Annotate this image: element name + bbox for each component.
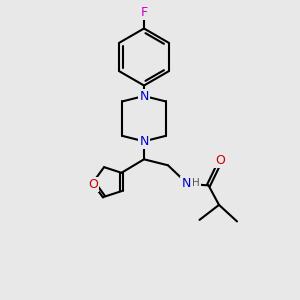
Text: O: O bbox=[215, 154, 225, 167]
Text: H: H bbox=[192, 178, 200, 188]
Text: N: N bbox=[139, 135, 149, 148]
Text: N: N bbox=[139, 89, 149, 103]
Text: F: F bbox=[140, 5, 148, 19]
Text: N: N bbox=[181, 177, 191, 190]
Text: O: O bbox=[88, 178, 98, 191]
